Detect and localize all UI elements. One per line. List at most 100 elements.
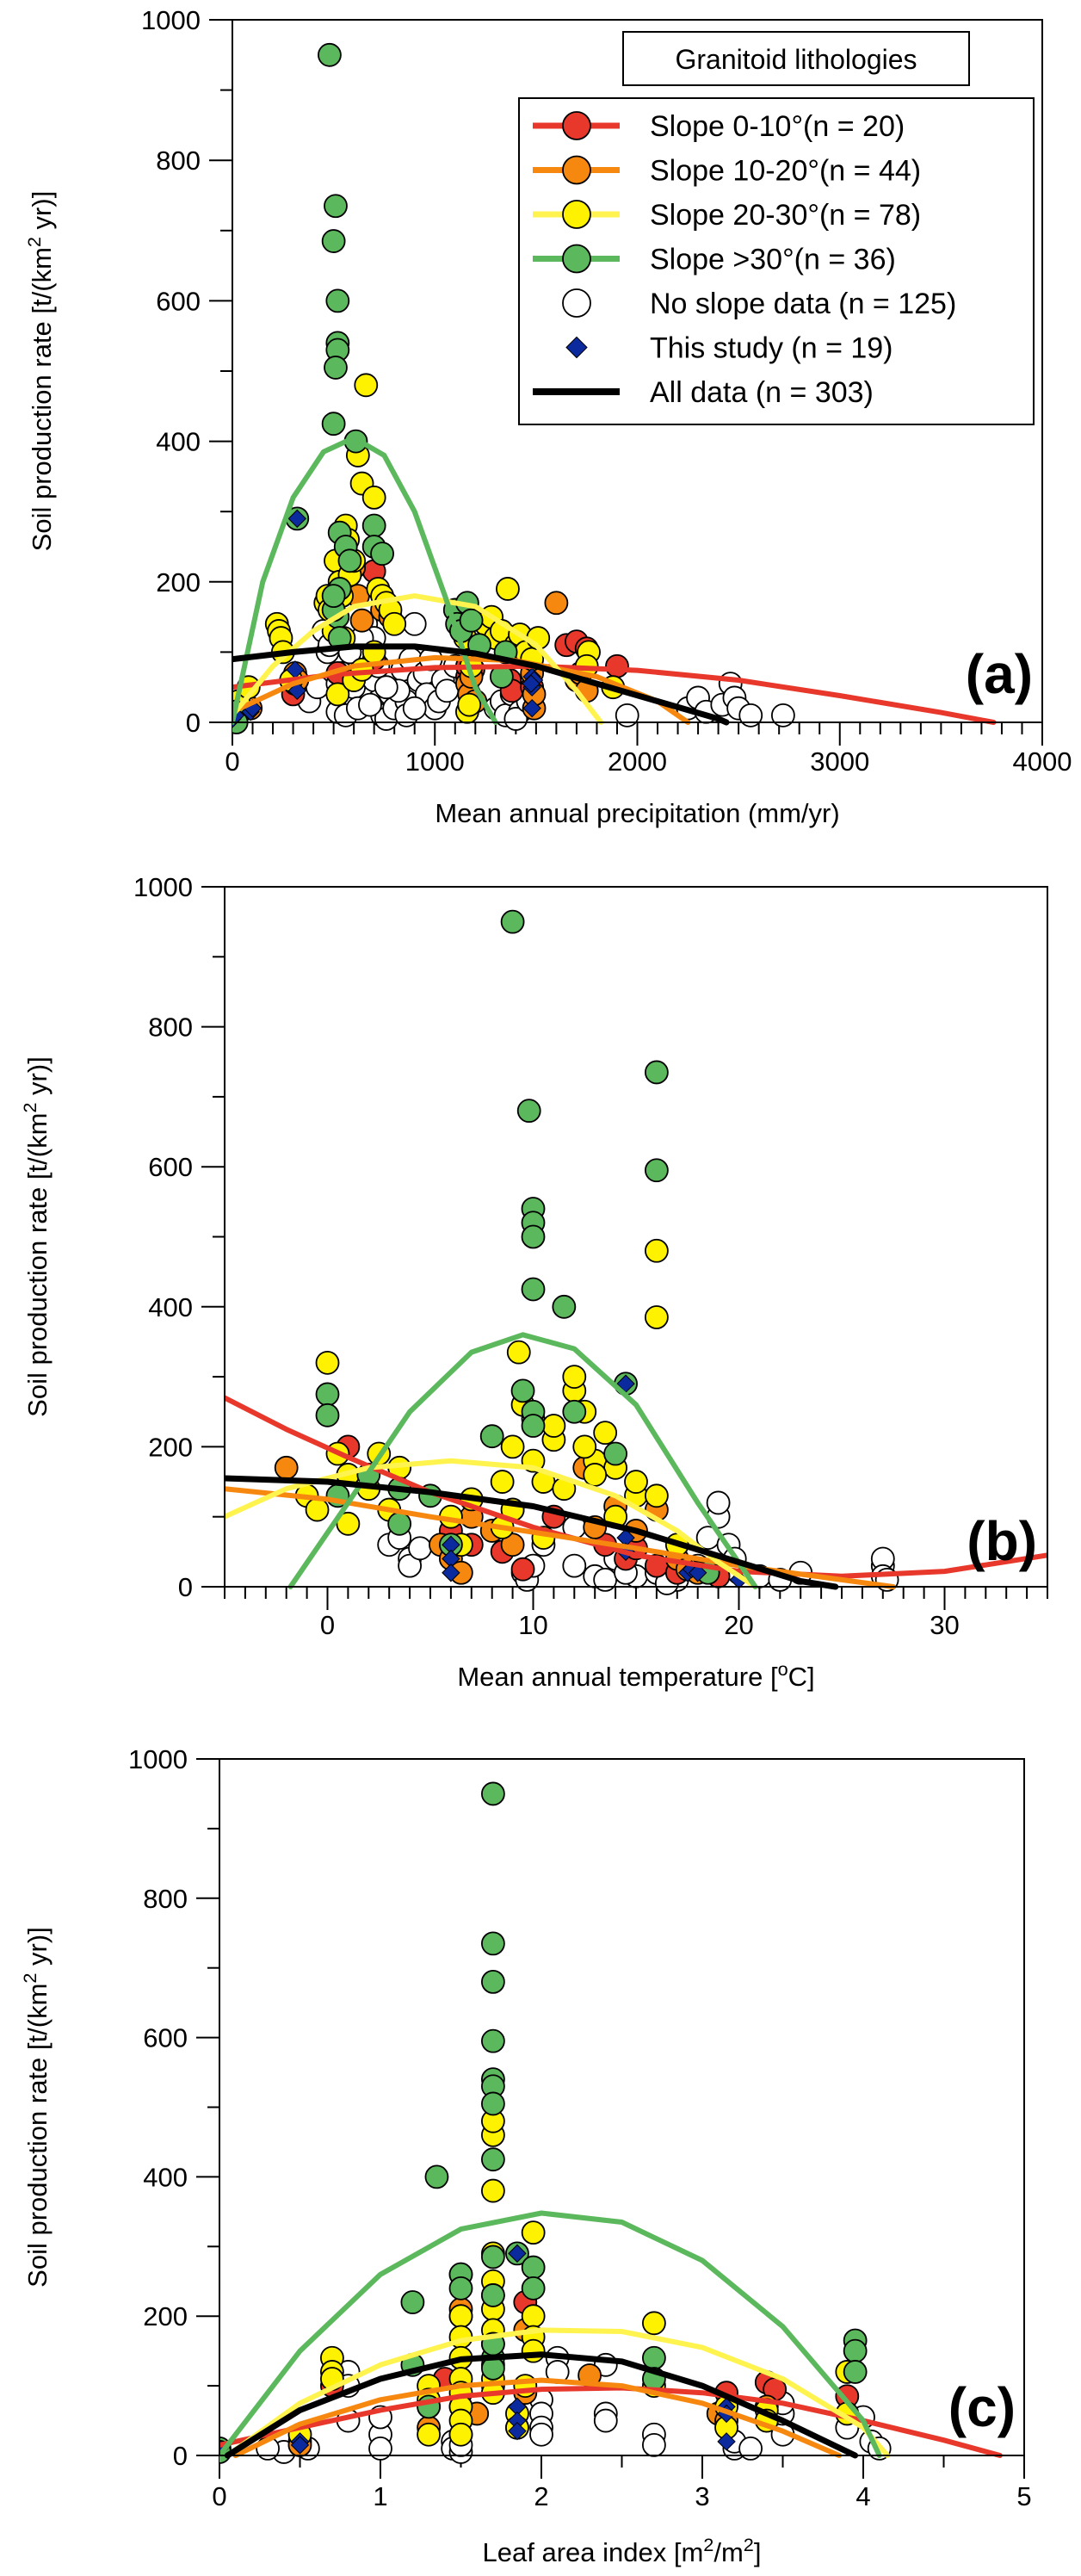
data-point-this-study: [442, 1564, 460, 1582]
x-tick-label-part: 10: [518, 1610, 547, 1640]
legend-label: Slope 10-20°(n = 44): [650, 155, 921, 188]
data-point-slope-gt30: [481, 1781, 505, 1806]
plot-area: [232, 42, 997, 734]
data-point-slope-gt30: [521, 1414, 546, 1438]
y-tick-label-part: 200: [156, 567, 201, 598]
x-tick-label-part: 30: [930, 1610, 959, 1640]
x-axis-title: Mean annual temperature [oC]: [457, 1658, 814, 1693]
legend-label-part: Slope 0-10°(n = 20): [650, 110, 905, 143]
data-point-slope-20-30: [361, 485, 386, 510]
data-point-slope-20-30: [496, 577, 520, 601]
y-tick-label-part: 600: [156, 286, 201, 316]
data-point-no-slope: [402, 696, 427, 721]
data-point-slope-gt30: [400, 2290, 425, 2314]
data-point-slope-gt30: [424, 2164, 449, 2189]
y-axis-title-part: 2: [19, 1973, 40, 1984]
y-tick-label: 1000: [128, 1744, 188, 1774]
x-tick-label-part: 20: [724, 1610, 753, 1640]
data-point-slope-gt30: [510, 1378, 535, 1403]
y-tick-label-part: 400: [148, 1292, 193, 1322]
data-point-slope-10-20: [349, 608, 374, 633]
data-point-slope-gt30: [481, 1931, 505, 1956]
legend-entry: This study (n = 19): [565, 332, 893, 365]
y-axis-title-part: Soil production rate [t/(km: [22, 1113, 53, 1417]
y-tick-label: 200: [143, 2301, 188, 2331]
data-point-slope-20-30: [645, 1483, 669, 1508]
x-axis-title-part: 2: [744, 2534, 754, 2555]
data-point-no-slope: [435, 678, 460, 703]
x-tick-label: 4000: [1013, 746, 1072, 777]
legend-label-part: No slope data (n = 125): [650, 288, 956, 320]
data-point-slope-20-30: [457, 692, 482, 717]
data-point-slope-20-30: [541, 1414, 566, 1438]
data-point-slope-gt30: [321, 229, 346, 253]
y-tick-label-part: 1000: [128, 1744, 188, 1774]
data-point-slope-gt30: [481, 2147, 505, 2172]
data-point-slope-gt30: [479, 1424, 504, 1449]
data-point-slope-gt30: [603, 1441, 627, 1466]
fit-curve-slope-10-20: [225, 1486, 896, 1589]
legend-marker: [565, 336, 588, 359]
legend-entry: Slope 10-20°(n = 44): [533, 155, 921, 188]
plot-frame: [224, 886, 1048, 1588]
x-axis-title-part: 2: [703, 2534, 713, 2555]
data-point-no-slope: [358, 692, 382, 717]
data-point-no-slope: [593, 2408, 618, 2433]
y-tick-label-part: 800: [156, 146, 201, 176]
y-tick-label: 600: [156, 286, 201, 316]
data-point-slope-20-30: [572, 1434, 597, 1459]
data-point-slope-0-10: [510, 1557, 535, 1582]
x-tick-label-part: 0: [225, 746, 239, 777]
y-tick-label-part: 1000: [141, 5, 201, 35]
y-axis-title-part: Soil production rate [t/(km: [22, 1984, 53, 2288]
data-point-slope-20-30: [336, 1511, 361, 1536]
legend-entry: All data (n = 303): [533, 376, 874, 409]
x-tick-label: 4: [856, 2481, 870, 2511]
data-point-slope-gt30: [315, 1382, 340, 1407]
x-tick-label-part: 2000: [608, 746, 667, 777]
panel-label-part: (a): [966, 643, 1033, 705]
data-point-slope-20-30: [354, 373, 379, 398]
y-axis-title-part: Soil production rate [t/(km: [27, 247, 57, 551]
data-point-no-slope: [706, 1490, 731, 1515]
y-tick-label: 0: [186, 708, 201, 738]
x-tick-label: 2: [534, 2481, 548, 2511]
y-tick-label-part: 1000: [133, 872, 193, 902]
data-point-slope-gt30: [481, 1969, 505, 1994]
plot-area: [219, 1781, 1003, 2464]
panel-c: 0 200 400 600 800 1000 0 1 2 3 4 5 Soil production r…: [19, 1744, 1032, 2567]
legend-label-part: Slope 20-30°(n = 78): [650, 199, 921, 232]
x-tick-label: 1: [373, 2481, 387, 2511]
x-axis-title-part: ]: [754, 2537, 762, 2567]
data-point-slope-20-30: [624, 1470, 648, 1494]
data-point-slope-gt30: [361, 513, 386, 538]
data-point-slope-gt30: [521, 1224, 546, 1249]
data-point-slope-20-30: [521, 2220, 546, 2245]
y-axis-title: Soil production rate [t/(km2 yr)]: [23, 191, 58, 552]
legend-entry: Slope 0-10°(n = 20): [533, 110, 905, 143]
y-tick-label-part: 0: [173, 2441, 188, 2471]
data-point-slope-20-30: [593, 1421, 618, 1446]
data-point-this-study: [522, 674, 540, 693]
legend-label: All data (n = 303): [650, 376, 874, 409]
data-point-this-study: [717, 2432, 736, 2451]
x-axis-title-part: Leaf area index [m: [483, 2537, 704, 2567]
data-point-slope-20-30: [481, 2178, 505, 2203]
y-tick-label: 800: [148, 1012, 193, 1043]
data-point-slope-20-30: [417, 2422, 442, 2447]
y-tick-label: 1000: [141, 5, 201, 35]
data-point-slope-gt30: [370, 542, 394, 567]
data-point-slope-gt30: [521, 2255, 546, 2280]
legend-entry: Slope 20-30°(n = 78): [533, 199, 921, 232]
data-point-no-slope: [562, 1553, 587, 1578]
data-point-no-slope: [408, 1536, 432, 1561]
legend-label-part: Slope >30°(n = 36): [650, 244, 896, 276]
x-tick-label-part: 4: [856, 2481, 870, 2511]
data-point-slope-gt30: [337, 548, 362, 573]
data-point-slope-gt30: [843, 2360, 868, 2384]
data-point-slope-20-30: [521, 2338, 546, 2363]
data-point-this-study: [688, 1564, 707, 1582]
data-point-slope-gt30: [481, 2245, 505, 2269]
data-point-slope-gt30: [325, 288, 350, 313]
x-tick-label-part: 5: [1016, 2481, 1031, 2511]
